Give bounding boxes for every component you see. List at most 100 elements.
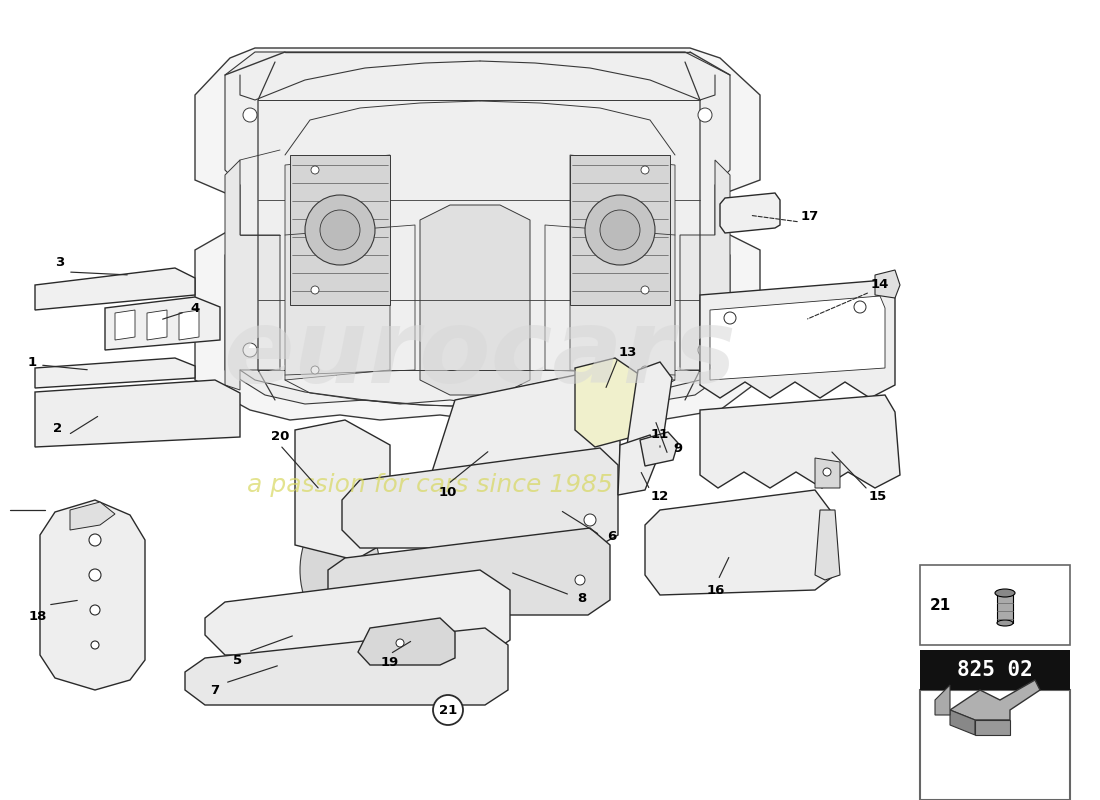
Polygon shape — [815, 458, 840, 488]
Circle shape — [396, 639, 404, 647]
Polygon shape — [226, 52, 730, 404]
Text: 825 02: 825 02 — [957, 660, 1033, 680]
Polygon shape — [815, 510, 840, 580]
Circle shape — [641, 366, 649, 374]
Circle shape — [854, 301, 866, 313]
Circle shape — [575, 575, 585, 585]
Circle shape — [641, 216, 649, 224]
Text: 7: 7 — [210, 683, 220, 697]
Circle shape — [89, 569, 101, 581]
Text: 8: 8 — [578, 591, 586, 605]
Circle shape — [641, 286, 649, 294]
Polygon shape — [430, 370, 620, 498]
Polygon shape — [720, 193, 780, 233]
Polygon shape — [35, 380, 240, 447]
Circle shape — [91, 641, 99, 649]
Circle shape — [600, 210, 640, 250]
Circle shape — [585, 195, 654, 265]
Ellipse shape — [300, 510, 379, 630]
Circle shape — [823, 468, 830, 476]
Text: 16: 16 — [707, 583, 725, 597]
Polygon shape — [328, 528, 610, 615]
Polygon shape — [40, 500, 145, 690]
Circle shape — [698, 343, 712, 357]
Bar — [920, 650, 1070, 690]
Polygon shape — [950, 710, 975, 735]
Text: 9: 9 — [673, 442, 683, 454]
Polygon shape — [70, 502, 116, 530]
Polygon shape — [626, 362, 672, 468]
Circle shape — [90, 605, 100, 615]
Text: 15: 15 — [869, 490, 887, 503]
Polygon shape — [358, 618, 455, 665]
Circle shape — [89, 534, 101, 546]
Text: 10: 10 — [439, 486, 458, 498]
Polygon shape — [618, 435, 660, 495]
Text: 14: 14 — [871, 278, 889, 291]
Polygon shape — [35, 358, 195, 388]
Polygon shape — [570, 155, 675, 380]
Text: 11: 11 — [651, 429, 669, 442]
Circle shape — [311, 216, 319, 224]
Polygon shape — [645, 490, 835, 595]
Circle shape — [243, 343, 257, 357]
Polygon shape — [935, 685, 950, 715]
Ellipse shape — [996, 589, 1015, 597]
Text: a passion for cars since 1985: a passion for cars since 1985 — [248, 473, 613, 497]
Polygon shape — [147, 310, 167, 340]
Text: 6: 6 — [607, 530, 617, 543]
Circle shape — [311, 286, 319, 294]
Ellipse shape — [997, 620, 1013, 626]
Text: 18: 18 — [29, 610, 47, 622]
Polygon shape — [226, 160, 280, 390]
Text: 4: 4 — [190, 302, 199, 314]
Polygon shape — [640, 432, 678, 466]
Circle shape — [311, 166, 319, 174]
Polygon shape — [700, 395, 900, 488]
Circle shape — [243, 108, 257, 122]
Polygon shape — [700, 280, 895, 398]
Polygon shape — [575, 358, 640, 447]
Circle shape — [305, 195, 375, 265]
Text: 20: 20 — [271, 430, 289, 443]
Polygon shape — [680, 160, 730, 390]
Text: 21: 21 — [439, 703, 458, 717]
Polygon shape — [290, 155, 390, 305]
Polygon shape — [104, 297, 220, 350]
Circle shape — [584, 514, 596, 526]
Text: 12: 12 — [651, 490, 669, 503]
Bar — [920, 565, 1070, 645]
Polygon shape — [195, 48, 760, 420]
Polygon shape — [874, 270, 900, 298]
Text: 2: 2 — [54, 422, 63, 434]
Polygon shape — [997, 593, 1013, 623]
Polygon shape — [710, 296, 886, 380]
Polygon shape — [342, 448, 618, 548]
Polygon shape — [116, 310, 135, 340]
Polygon shape — [185, 628, 508, 705]
Circle shape — [641, 166, 649, 174]
Text: 3: 3 — [55, 257, 65, 270]
Circle shape — [698, 108, 712, 122]
Bar — [920, 690, 1070, 800]
Polygon shape — [570, 155, 670, 305]
Polygon shape — [179, 310, 199, 340]
Polygon shape — [205, 570, 510, 655]
Text: 1: 1 — [28, 355, 36, 369]
Polygon shape — [295, 420, 390, 560]
Text: 17: 17 — [801, 210, 820, 222]
Text: 13: 13 — [619, 346, 637, 358]
Circle shape — [724, 312, 736, 324]
Text: 21: 21 — [930, 598, 950, 613]
Polygon shape — [420, 205, 530, 395]
Polygon shape — [35, 268, 195, 310]
Circle shape — [433, 695, 463, 725]
Polygon shape — [285, 155, 390, 380]
Polygon shape — [950, 680, 1040, 720]
Circle shape — [320, 210, 360, 250]
Circle shape — [311, 366, 319, 374]
Text: 5: 5 — [233, 654, 243, 666]
Polygon shape — [975, 720, 1010, 735]
Text: 19: 19 — [381, 655, 399, 669]
Text: eurocars: eurocars — [223, 305, 737, 406]
